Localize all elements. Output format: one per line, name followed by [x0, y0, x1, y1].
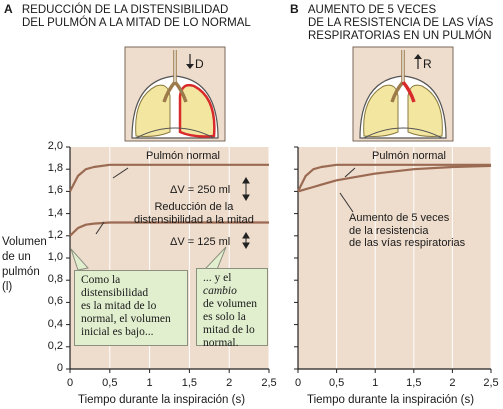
callout-volume-change: ... y el cambio de volumen es solo la mi… — [196, 268, 268, 346]
callout2-line2: de volumen — [203, 298, 261, 311]
panel-b-plot-area — [298, 147, 491, 369]
panel-a-normal-label: Pulmón normal — [146, 150, 220, 163]
dv-normal-label: ΔV = 250 ml — [170, 184, 230, 197]
callout2-line3: es solo la — [203, 311, 261, 324]
panel-b-increased-line1: Aumento de 5 veces — [349, 212, 465, 225]
x-tick-label: 1 — [138, 377, 162, 389]
y-tick-label: 0,2 — [38, 340, 63, 352]
callout2-italic: cambio — [203, 285, 237, 297]
panel-b-increased-line3: de las vías respiratorias — [349, 237, 465, 250]
x-tick-label: 2 — [217, 377, 241, 389]
x-tick-label: 0 — [286, 377, 310, 389]
y-tick-label: 1,6 — [38, 184, 63, 196]
x-tick-label: 1,5 — [177, 377, 201, 389]
panel-a-reduced-label-line2: distensibilidad a la mitad — [134, 214, 254, 226]
y-tick-label: 1,0 — [38, 251, 63, 263]
panel-a-x-axis-title: Tiempo durante la inspiración (s) — [78, 394, 245, 407]
panel-a-reduced-label-line1: Reducción de la — [154, 201, 233, 213]
x-tick-label: 2,5 — [257, 377, 281, 389]
x-tick-label: 2,5 — [479, 377, 503, 389]
y-tick-label: 1,8 — [38, 162, 63, 174]
y-tick-label: 2,0 — [38, 140, 63, 152]
y-tick-label: 0 — [38, 362, 63, 374]
callout2-line1: ... y el — [203, 272, 231, 284]
panel-a-reduced-label: Reducción de la distensibilidad a la mit… — [134, 201, 254, 226]
panel-b-x-axis-title: Tiempo durante la inspiración (s) — [307, 394, 474, 407]
x-tick-label: 1 — [363, 377, 387, 389]
x-tick-label: 1,5 — [402, 377, 426, 389]
x-tick-label: 2 — [440, 377, 464, 389]
y-tick-label: 1,4 — [38, 207, 63, 219]
callout1-line3: es la mitad de lo — [81, 300, 181, 313]
callout-initial-volume: Como la distensibilidad es la mitad de l… — [74, 270, 188, 346]
callout1-line2: distensibilidad — [81, 287, 181, 300]
callout1-line4: normal, el volumen — [81, 313, 181, 326]
y-tick-label: 0,8 — [38, 273, 63, 285]
callout2-line5: normal. — [203, 337, 261, 350]
panel-b-normal-label: Pulmón normal — [372, 150, 446, 163]
panel-b-increased-line2: de la resistencia — [349, 225, 465, 238]
y-tick-label: 0,6 — [38, 295, 63, 307]
x-tick-label: 0,5 — [325, 377, 349, 389]
panel-b-increased-label: Aumento de 5 veces de la resistencia de … — [349, 212, 465, 250]
callout1-line1: Como la — [81, 274, 181, 287]
x-tick-label: 0 — [58, 377, 82, 389]
y-tick-label: 1,2 — [38, 229, 63, 241]
y-axis-label: Volumen de un pulmón (l) — [2, 235, 47, 295]
y-tick-label: 0,4 — [38, 318, 63, 330]
callout2-line4: mitad de lo — [203, 324, 261, 337]
x-tick-label: 0,5 — [98, 377, 122, 389]
callout1-line5: inicial es bajo... — [81, 326, 181, 339]
